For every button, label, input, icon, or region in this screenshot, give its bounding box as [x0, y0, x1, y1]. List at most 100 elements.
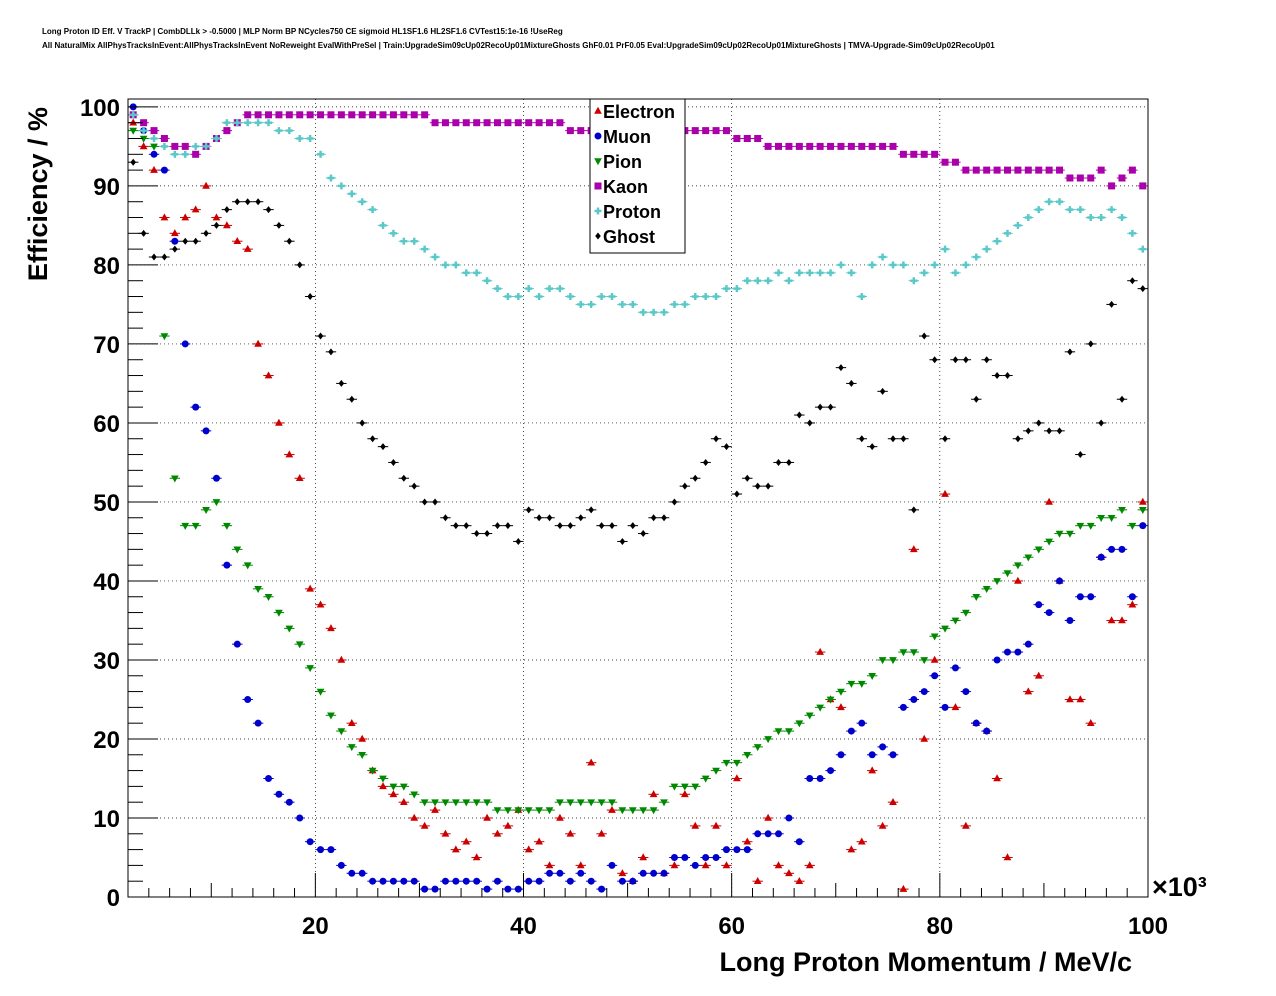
electron-point: [991, 774, 1003, 782]
kaon-point: [710, 127, 722, 135]
pion-point: [138, 135, 149, 143]
electron-point: [887, 797, 899, 805]
electron-point: [846, 845, 857, 853]
muon-point: [315, 846, 326, 854]
ghost-point: [1075, 451, 1086, 459]
muon-point: [336, 861, 347, 869]
muon-point: [971, 719, 982, 727]
ghost-point: [721, 443, 732, 451]
muon-point: [252, 719, 264, 727]
kaon-point: [336, 111, 347, 119]
kaon-point: [304, 111, 316, 119]
electron-point: [388, 790, 399, 798]
ghost-point: [398, 474, 410, 482]
proton-point: [138, 127, 149, 135]
proton-point: [159, 142, 170, 150]
ghost-point: [950, 356, 961, 364]
y-tick-label: 80: [93, 253, 120, 280]
pion-point: [1033, 546, 1044, 554]
ghost-point: [960, 356, 972, 364]
pion-point: [1064, 530, 1076, 538]
pion-point: [835, 688, 847, 696]
pion-point: [533, 807, 545, 815]
pion-point: [856, 680, 867, 688]
electron-point: [1137, 497, 1148, 505]
electron-point: [919, 734, 930, 742]
muon-point: [773, 830, 784, 838]
electron-point: [440, 829, 451, 837]
electron-point: [877, 821, 888, 829]
muon-point: [159, 166, 170, 174]
pion-point: [762, 736, 774, 744]
pion-point: [461, 799, 472, 807]
muon-point: [388, 877, 399, 885]
ghost-point: [762, 482, 774, 490]
electron-point: [721, 861, 732, 869]
proton-point: [950, 269, 961, 277]
pion-point: [169, 475, 181, 483]
kaon-point: [471, 119, 482, 127]
electron-point: [1127, 600, 1138, 608]
kaon-point: [1043, 166, 1055, 174]
kaon-point: [169, 142, 181, 150]
proton-point: [1002, 229, 1013, 237]
pion-point: [585, 799, 597, 807]
legend-marker-pion: [594, 158, 602, 166]
ghost-point: [315, 332, 326, 340]
proton-point: [669, 300, 680, 308]
pion-point: [180, 522, 191, 530]
kaon-point: [1127, 166, 1138, 174]
kaon-point: [159, 135, 170, 143]
electron-point: [814, 647, 826, 655]
legend-box: [589, 98, 686, 254]
proton-point: [471, 269, 482, 277]
muon-point: [960, 688, 972, 696]
ghost-point: [585, 506, 597, 514]
proton-point: [242, 119, 253, 127]
proton-point: [346, 190, 357, 198]
muon-point: [419, 885, 430, 893]
kaon-point: [513, 119, 524, 127]
ghost-point: [919, 332, 930, 340]
pion-point: [1075, 522, 1086, 530]
electron-point: [939, 489, 951, 497]
muon-point: [617, 877, 628, 885]
electron-point: [1075, 695, 1086, 703]
ghost-point: [752, 482, 763, 490]
proton-point: [336, 182, 347, 190]
kaon-point: [1002, 166, 1013, 174]
proton-point: [523, 285, 534, 293]
ghost-point: [304, 293, 316, 301]
pion-point: [1012, 562, 1024, 570]
legend-marker-ghost: [595, 232, 601, 240]
ghost-point: [252, 198, 264, 206]
kaon-point: [773, 142, 784, 150]
muon-point: [471, 877, 482, 885]
proton-point: [1116, 214, 1128, 222]
muon-point: [981, 727, 992, 735]
electron-point: [1085, 718, 1096, 726]
kaon-point: [377, 111, 389, 119]
pion-point: [866, 672, 878, 680]
proton-point: [606, 293, 618, 301]
electron-point: [1002, 853, 1013, 861]
proton-point: [804, 269, 815, 277]
proton-point: [658, 308, 670, 316]
pion-point: [1085, 522, 1096, 530]
chart-title-line-2: All NaturalMix AllPhysTracksInEvent:AllP…: [42, 41, 995, 50]
electron-point: [1033, 671, 1044, 679]
muon-point: [190, 403, 201, 411]
ghost-point: [1106, 300, 1117, 308]
kaon-point: [1095, 166, 1107, 174]
pion-point: [242, 562, 253, 570]
ghost-point: [232, 198, 243, 206]
pion-point: [1054, 530, 1065, 538]
proton-point: [398, 237, 410, 245]
electron-point: [221, 221, 233, 229]
muon-point: [169, 237, 181, 245]
y-tick-label: 20: [93, 727, 120, 754]
ghost-point: [190, 237, 201, 245]
y-tick-label: 60: [93, 411, 120, 438]
electron-point: [794, 876, 805, 884]
kaon-point: [367, 111, 378, 119]
